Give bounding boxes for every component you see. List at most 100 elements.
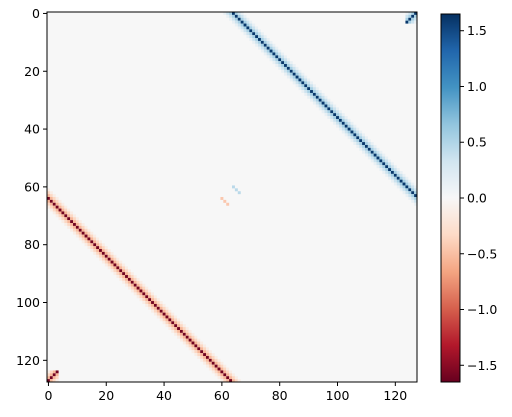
heatmap-cell xyxy=(197,347,201,351)
heatmap-cell xyxy=(344,116,348,119)
heatmap-cell xyxy=(318,92,322,96)
heatmap-cell xyxy=(411,197,415,200)
heatmap-cell xyxy=(127,280,131,284)
heatmap-cell xyxy=(113,269,117,273)
heatmap-cell xyxy=(243,17,247,21)
heatmap-cell xyxy=(289,78,293,82)
heatmap-cell xyxy=(373,153,377,157)
heatmap-cell xyxy=(373,144,377,148)
heatmap-cell xyxy=(211,358,215,362)
heatmap-cell xyxy=(289,69,293,73)
heatmap-cell xyxy=(58,217,62,221)
heatmap-cell xyxy=(99,249,102,252)
heatmap-cell xyxy=(179,332,183,336)
heatmap-cell xyxy=(353,142,357,146)
heatmap-cell xyxy=(312,101,316,105)
heatmap-cell xyxy=(278,66,282,70)
heatmap-cell xyxy=(127,277,131,281)
heatmap-cell xyxy=(191,332,195,336)
heatmap-cell xyxy=(99,243,102,247)
heatmap-cell xyxy=(402,182,406,186)
heatmap-cell xyxy=(263,40,267,44)
heatmap-cell xyxy=(341,113,345,117)
x-tick-label: 100 xyxy=(326,388,350,403)
heatmap-cell xyxy=(139,286,143,290)
heatmap-cell xyxy=(104,257,108,261)
heatmap-cell xyxy=(295,78,299,82)
heatmap-cell xyxy=(133,286,137,290)
heatmap-cell xyxy=(47,205,50,209)
heatmap-cell xyxy=(284,61,287,65)
heatmap-cell xyxy=(281,64,285,67)
heatmap-cell xyxy=(286,58,290,62)
heatmap-cell xyxy=(142,286,146,290)
heatmap-cell xyxy=(364,142,368,146)
heatmap-cell xyxy=(312,87,316,91)
heatmap-cell xyxy=(318,107,322,111)
heatmap-cell xyxy=(151,298,154,302)
heatmap-cell xyxy=(125,283,128,287)
heatmap-cell xyxy=(84,231,88,235)
heatmap-cell xyxy=(252,38,256,41)
heatmap-cell xyxy=(203,344,207,348)
heatmap-cell xyxy=(237,20,241,24)
heatmap-cell xyxy=(139,292,143,296)
heatmap-cell xyxy=(110,269,114,273)
heatmap-cell xyxy=(139,280,143,284)
heatmap-cell xyxy=(122,269,126,273)
heatmap-cell xyxy=(165,309,169,313)
heatmap-cell xyxy=(119,269,123,273)
heatmap-cell xyxy=(61,220,65,224)
heatmap-cell xyxy=(200,341,204,345)
heatmap-cell xyxy=(275,49,279,53)
heatmap-cell xyxy=(75,223,79,226)
heatmap-cell xyxy=(263,35,267,39)
heatmap-cell xyxy=(402,173,406,177)
heatmap-cell xyxy=(350,139,354,143)
heatmap-cell xyxy=(52,205,56,209)
heatmap-cell xyxy=(107,254,111,258)
heatmap-cell xyxy=(125,272,128,276)
heatmap-cell xyxy=(292,75,296,79)
heatmap-cell xyxy=(162,306,166,310)
heatmap-cell xyxy=(165,315,169,319)
heatmap-cell xyxy=(194,347,198,351)
heatmap-cell xyxy=(344,124,348,128)
heatmap-cell xyxy=(353,136,357,140)
heatmap-cell xyxy=(315,87,319,91)
heatmap-cell xyxy=(336,113,339,117)
heatmap-cell xyxy=(174,324,178,328)
heatmap-cell xyxy=(49,376,53,380)
heatmap-cell xyxy=(275,64,279,67)
heatmap-cell xyxy=(367,139,371,143)
heatmap-cell xyxy=(142,283,146,287)
heatmap-cell xyxy=(153,303,157,307)
heatmap-cell xyxy=(278,58,282,62)
heatmap-cell xyxy=(203,347,207,351)
heatmap-cell xyxy=(414,20,418,24)
heatmap-cell xyxy=(338,127,342,131)
heatmap-cell xyxy=(153,312,157,316)
heatmap-cell xyxy=(49,208,53,212)
heatmap-cell xyxy=(171,321,175,325)
heatmap-cell xyxy=(93,251,97,255)
heatmap-cell xyxy=(275,55,279,59)
heatmap-cell xyxy=(104,246,108,250)
heatmap-cell xyxy=(87,246,91,250)
heatmap-cell xyxy=(310,95,313,99)
heatmap-cell xyxy=(327,107,331,111)
heatmap-cell xyxy=(90,237,94,241)
heatmap-cell xyxy=(64,211,68,215)
heatmap-cell xyxy=(223,379,227,383)
heatmap-cell xyxy=(289,75,293,79)
heatmap-cell xyxy=(333,116,337,119)
heatmap-cell xyxy=(353,124,357,128)
heatmap-cell xyxy=(301,90,305,93)
heatmap-cell xyxy=(81,228,85,232)
heatmap-cell xyxy=(298,81,302,85)
heatmap-cell xyxy=(52,379,56,383)
heatmap-cell xyxy=(252,23,256,27)
heatmap-cell xyxy=(197,338,201,342)
heatmap-cell xyxy=(260,38,264,41)
heatmap-cell xyxy=(165,312,169,316)
